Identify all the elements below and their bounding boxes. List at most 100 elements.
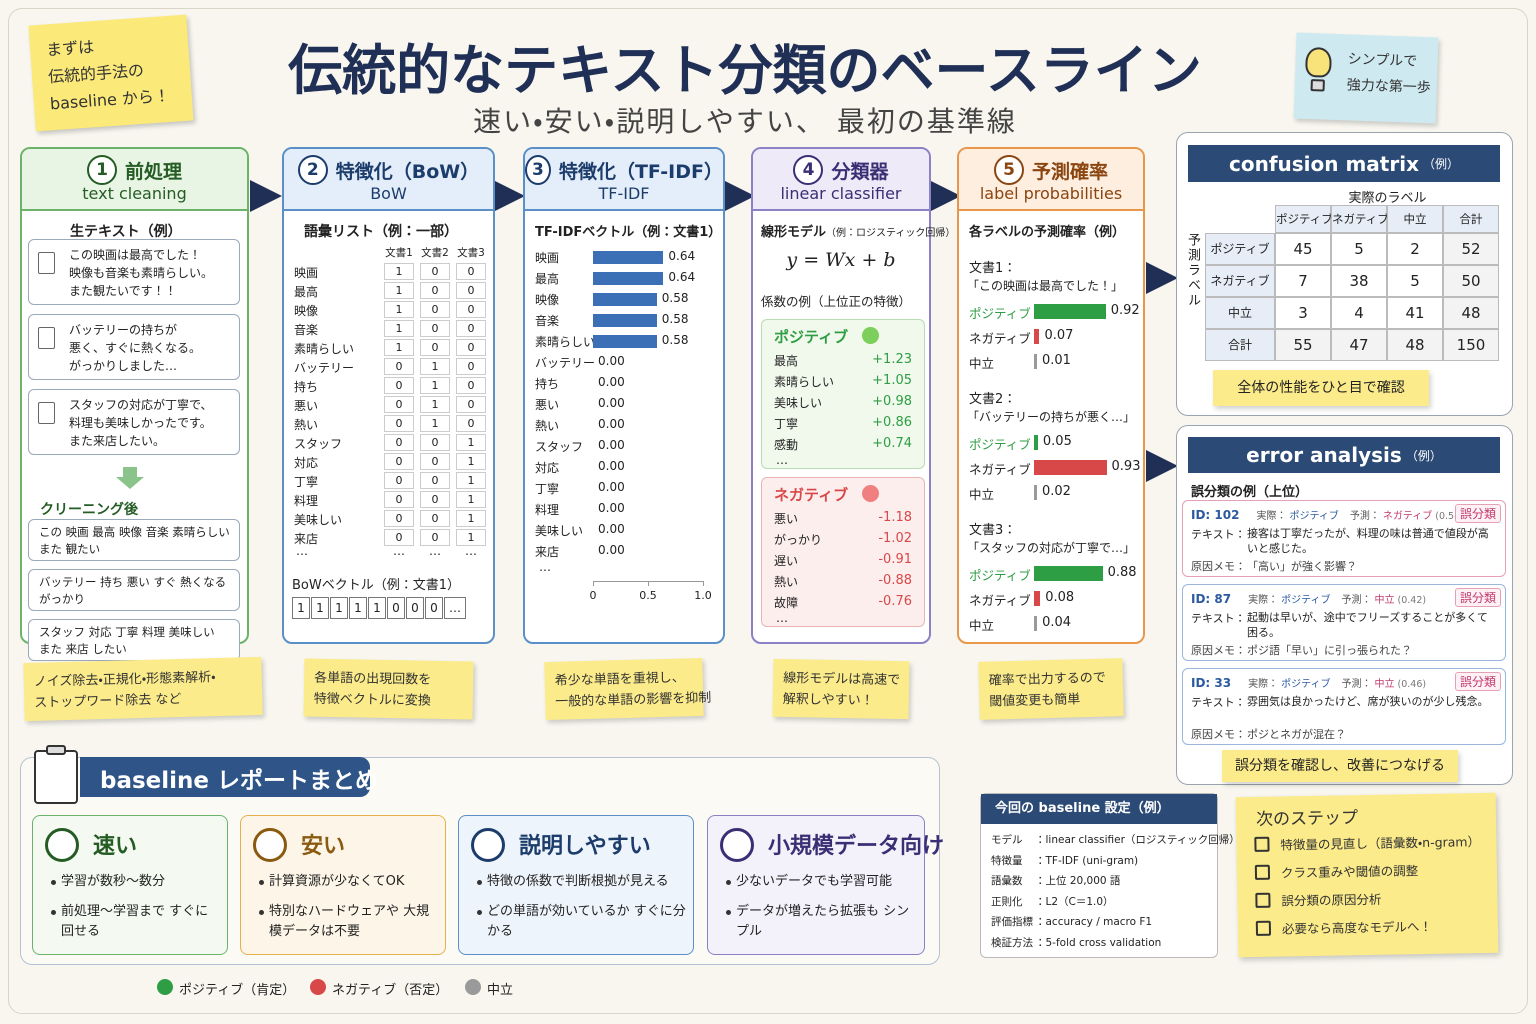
vector-cell: 1 [349,597,367,619]
coef-word: 故障 [774,596,799,610]
cm-row-label: 合計 [1205,329,1275,361]
step-note: 線形モデルは高速で 解釈しやすい！ [772,658,910,720]
vocab-word: 丁寧 [294,475,319,489]
count-cell: 1 [456,434,486,451]
step-title-row: 2 特徴化（BoW） [284,155,493,185]
feature-word: 映像 [535,293,560,307]
error-meta: ID: 33 実際： ポジティブ 予測： 中立 (0.46) [1191,675,1426,690]
error-id: ID: 102 [1191,508,1240,522]
count-cell: 1 [384,301,414,318]
tfidf-value: 0.58 [661,312,689,326]
legend-dot [157,979,173,995]
card-title: 説明しやすい [519,834,651,859]
ellipsis: … [776,453,788,467]
step-subtitle: TF-IDF [598,184,650,203]
prob-label: ネガティブ [969,593,1031,608]
count-cell: 0 [420,434,450,451]
step-panel: 4 分類器 linear classifier 線形モデル（例：ロジスティック回帰） y… [751,147,955,644]
vocab-word: 持ち [294,380,319,394]
vocab-word: バッテリー [294,361,355,375]
error-text: 接客は丁寧だったが、料理の味は普通で値段が高いと感じた。 [1247,527,1489,555]
step-title: 前処理 [124,160,182,183]
card-bullet: どの単語が効いているか すぐに分かる [487,904,686,939]
step-note-line: 閾値変更も簡単 [989,692,1081,710]
step-panel: 3 特徴化（TF-IDF） TF-IDF TF-IDFベクトル（例：文書1） 映画 0.6… [523,147,725,644]
cm-cell: 48 [1387,329,1443,361]
tfidf-value: 0.00 [598,354,625,368]
actual-value: ポジティブ [1281,595,1331,606]
count-cell: 0 [384,415,414,432]
count-cell: 1 [456,491,486,508]
error-id: ID: 33 [1191,676,1232,690]
count-cell: 0 [420,263,450,280]
error-badge: 誤分類 [1454,672,1501,691]
count-cell: 0 [384,396,414,413]
checkbox [1254,864,1271,880]
tick-label: 0.5 [639,589,657,602]
prob-bar [1034,304,1106,319]
raw-text-line: スタッフの対応が丁寧で、 [69,398,213,412]
card-icon [253,828,287,862]
clipboard-clip [46,745,66,755]
panel-tag: （例） [1405,448,1442,463]
actual-value: ポジティブ [1289,511,1339,522]
feature-word: 美味しい [535,524,584,538]
count-cell: 0 [420,529,450,546]
tick-mark [648,581,649,586]
row-header: 予測ラベル [1185,233,1200,308]
vocab-word: スタッフ [294,437,343,451]
down-arrow-head [116,477,144,489]
error-badge: 誤分類 [1454,504,1501,523]
feature-word: 熱い [535,419,560,433]
count-cell: 1 [384,263,414,280]
count-cell: 0 [456,263,486,280]
column-header: 実際のラベル [1348,191,1427,206]
summary-card: 安い 計算資源が少なくてOK 特別なハードウェアや 大規模データは不要 [240,815,446,955]
doc-name: 文書3： [969,523,1017,538]
ellipsis: … [393,544,405,558]
tfidf-value: 0.58 [661,333,689,347]
pred-value: 中立 [1374,679,1395,690]
tip-note-line: 強力な第一歩 [1346,77,1431,97]
feature-word: 持ち [535,377,560,391]
step-title: 特徴化（BoW） [335,160,480,183]
cm-cell: 7 [1275,265,1331,297]
tfidf-bar [593,251,664,264]
prob-value: 0.07 [1044,328,1074,343]
step-note-line: 希少な単語を重視し、 [554,670,685,689]
card-bullet: 特別なハードウェアや 大規模データは不要 [269,904,430,939]
step-note-line: 線形モデルは高速で [783,670,901,689]
tfidf-value: 0.00 [598,438,625,452]
section-label: 線形モデル [761,225,827,240]
step-title-row: 5 予測確率 [959,155,1143,185]
raw-text-line: 悪く、すぐに熱くなる。 [69,341,202,355]
card-bullet: 学習が数秒～数分 [61,874,166,889]
pred-prob: (0.46) [1397,679,1427,690]
count-cell: 1 [456,453,486,470]
card-icon [471,828,505,862]
cleaned-text-box: この 映画 最高 映像 音楽 素晴らしい また 観たい [28,519,240,561]
count-cell: 0 [456,358,486,375]
summary-card: 説明しやすい 特徴の係数で判断根拠が見える どの単語が効いているか すぐに分かる [458,815,694,955]
doc-icon [38,402,55,424]
step-number: 1 [86,155,117,185]
cm-cell: 48 [1443,297,1499,329]
clipboard-icon [34,750,78,804]
checkbox [1255,892,1271,908]
actual-label: 実際： [1248,679,1279,690]
count-cell: 1 [420,396,450,413]
count-cell: 1 [420,377,450,394]
tfidf-bar [593,335,657,348]
bulb-base [1310,79,1325,92]
doc-name: 文書2： [969,392,1017,407]
coef-value: -0.88 [878,573,912,588]
pred-label: 予測： [1349,511,1380,522]
cm-cell: 55 [1275,329,1331,361]
next-step-item: クラス重みや閾値の調整 [1280,863,1419,881]
count-cell: 0 [384,510,414,527]
step-note: 確率で出力するので 閾値変更も簡単 [978,658,1124,720]
down-arrow-stem [123,467,137,477]
count-cell: 0 [456,320,486,337]
error-badge: 誤分類 [1454,588,1501,607]
